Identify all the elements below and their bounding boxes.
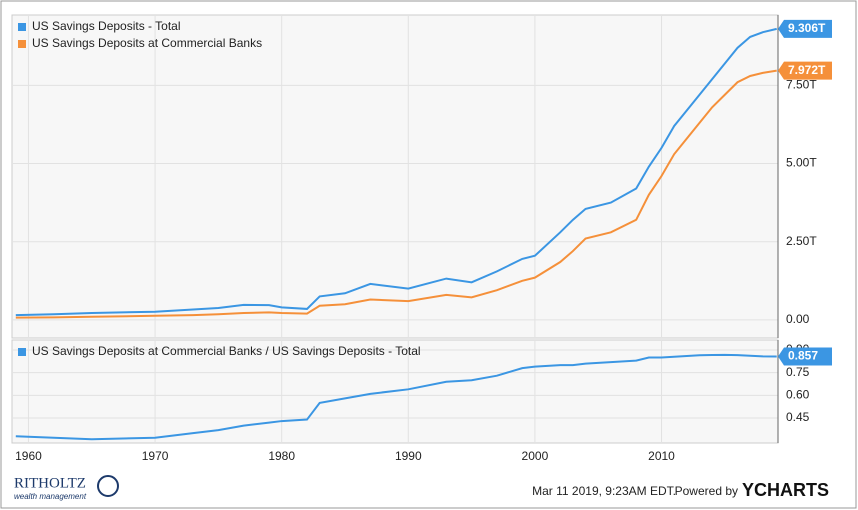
x-tick-label: 2010	[648, 449, 675, 463]
brand-sub: wealth management	[14, 492, 87, 501]
y-tick-label: 2.50T	[786, 234, 817, 248]
x-tick-label: 1990	[395, 449, 422, 463]
x-tick-label: 1960	[15, 449, 42, 463]
plot-area	[11, 14, 779, 339]
value-flag	[778, 347, 832, 366]
powered-by: Powered by	[675, 484, 738, 498]
x-tick-label: 1970	[142, 449, 169, 463]
legend-label: US Savings Deposits at Commercial Banks …	[32, 344, 421, 358]
timestamp: Mar 11 2019, 9:23AM EDT.	[532, 484, 676, 498]
y-tick-label: 0.45	[786, 410, 810, 424]
y-tick-label: 0.00	[786, 312, 810, 326]
value-label: 7.972T	[788, 63, 826, 77]
legend-label: US Savings Deposits - Total	[32, 19, 181, 33]
x-tick-label: 1980	[268, 449, 295, 463]
value-label: 0.857	[788, 349, 818, 363]
series-line	[15, 69, 777, 319]
brand-logo	[97, 475, 119, 497]
y-tick-label: 0.60	[786, 388, 810, 402]
series-line	[15, 27, 777, 317]
ycharts-logo: YCHARTS	[742, 480, 829, 500]
x-tick-label: 2000	[522, 449, 549, 463]
legend-swatch	[18, 23, 26, 31]
value-flag	[778, 61, 832, 80]
legend-swatch	[18, 348, 26, 356]
y-tick-label: 5.00T	[786, 156, 817, 170]
y-tick-label: 7.50T	[786, 78, 817, 92]
brand: RITHOLTZ	[14, 475, 86, 491]
series-line	[15, 353, 777, 441]
legend-swatch	[18, 40, 26, 48]
value-flag	[778, 19, 832, 38]
value-label: 9.306T	[788, 21, 826, 35]
y-tick-label: 0.75	[786, 365, 810, 379]
legend-label: US Savings Deposits at Commercial Banks	[32, 36, 262, 50]
